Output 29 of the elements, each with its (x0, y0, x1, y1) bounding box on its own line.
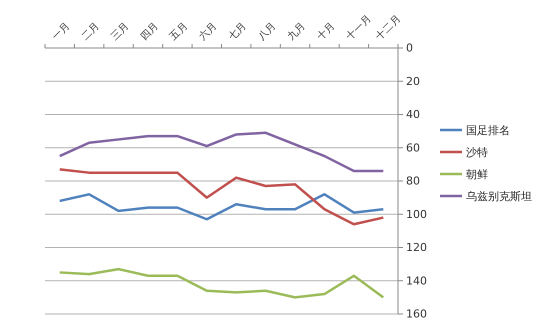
x-tick-label: 六月 (196, 20, 220, 42)
legend-label: 朝鲜 (466, 168, 488, 181)
legend-label: 国足排名 (466, 124, 510, 137)
x-tick-label: 三月 (109, 20, 132, 42)
y-tick-label: 100 (406, 208, 427, 221)
x-tick-label: 八月 (256, 20, 278, 42)
y-tick-label: 120 (406, 241, 427, 254)
legend-label: 沙特 (466, 146, 488, 159)
x-tick-label: 五月 (168, 20, 190, 42)
legend-label: 乌兹别克斯坦 (466, 190, 532, 203)
y-tick-label: 60 (406, 141, 420, 154)
x-tick-label: 九月 (285, 20, 308, 42)
y-tick-label: 20 (406, 74, 420, 88)
y-tick-label: 140 (406, 274, 427, 288)
y-tick-label: 0 (406, 42, 413, 55)
line-series (58, 268, 385, 299)
y-tick-label: 160 (406, 308, 427, 321)
line-series (58, 132, 385, 172)
x-tick-label: 七月 (226, 20, 249, 42)
x-tick-label: 一月 (50, 20, 72, 42)
x-tick-label: 四月 (138, 20, 161, 42)
y-tick-label: 40 (406, 108, 420, 122)
y-tick-label: 80 (406, 174, 420, 188)
x-tick-label: 十月 (314, 20, 338, 42)
x-tick-label: 十二月 (373, 12, 403, 42)
x-tick-label: 二月 (80, 20, 102, 42)
line-series (58, 193, 385, 220)
line-series (58, 168, 385, 226)
x-tick-label: 十一月 (344, 12, 374, 42)
